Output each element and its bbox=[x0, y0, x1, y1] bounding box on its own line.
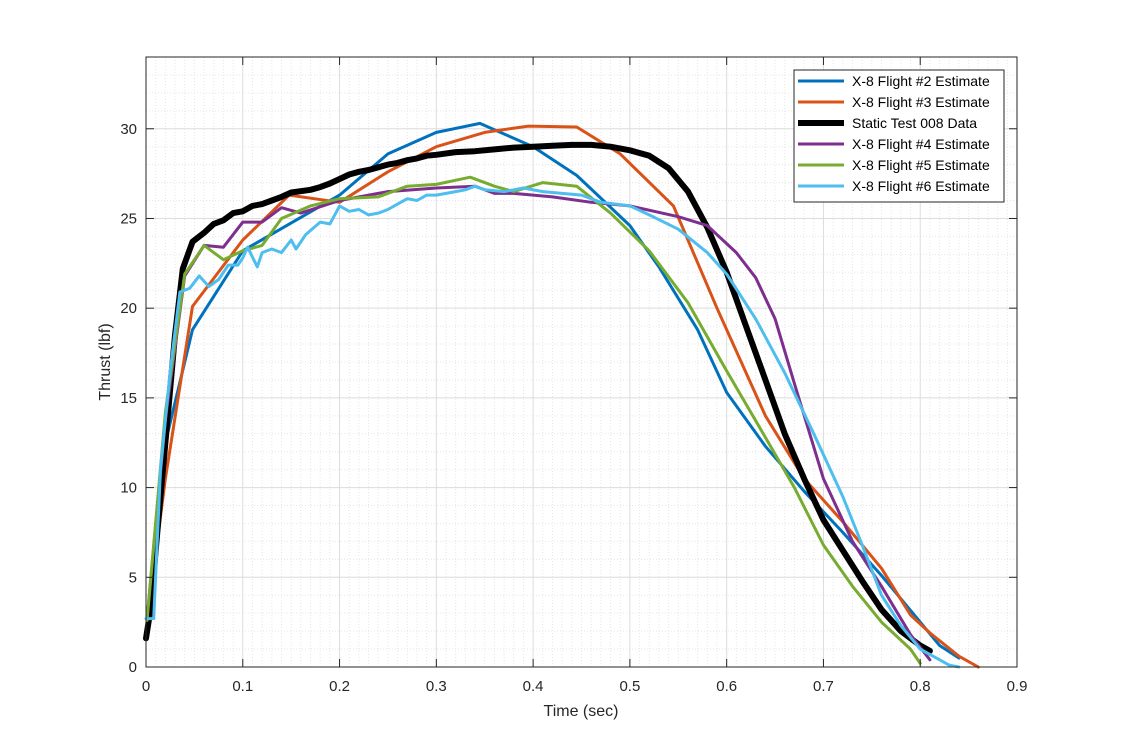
legend-label-4: X-8 Flight #4 Estimate bbox=[852, 136, 990, 152]
x-tick-label: 0.8 bbox=[910, 678, 931, 695]
x-tick-label: 0.6 bbox=[716, 678, 737, 695]
x-tick-label: 0.9 bbox=[1007, 678, 1028, 695]
x-tick-label: 0.7 bbox=[813, 678, 834, 695]
legend[interactable]: X-8 Flight #2 Estimate X-8 Flight #3 Esti… bbox=[793, 69, 1005, 203]
y-tick-label: 15 bbox=[120, 390, 137, 407]
series-line-6 bbox=[144, 184, 961, 669]
series-line-5 bbox=[145, 175, 922, 665]
x-tick-label: 0 bbox=[142, 678, 150, 695]
y-axis-label: Thrust (lbf) bbox=[97, 323, 114, 400]
x-tick-label: 0.2 bbox=[329, 678, 350, 695]
x-tick-label: 0.5 bbox=[619, 678, 640, 695]
series-line-3 bbox=[143, 141, 933, 654]
legend-label-2: X-8 Flight #3 Estimate bbox=[852, 94, 990, 110]
x-tick-label: 0.4 bbox=[523, 678, 544, 695]
tick-labels: 0 0.1 0.2 0.3 0.4 0.5 0.6 0.7 0.8 0.9 0 5 10 15 20 25 30 bbox=[120, 121, 1027, 695]
legend-label-3: Static Test 008 Data bbox=[852, 115, 977, 131]
y-tick-label: 25 bbox=[120, 210, 137, 227]
y-tick-label: 5 bbox=[129, 569, 137, 586]
legend-label-1: X-8 Flight #2 Estimate bbox=[852, 73, 990, 89]
series-layer bbox=[143, 121, 980, 669]
y-tick-label: 20 bbox=[120, 300, 137, 317]
legend-label-5: X-8 Flight #5 Estimate bbox=[852, 157, 990, 173]
x-tick-label: 0.1 bbox=[232, 678, 253, 695]
x-axis-label: Time (sec) bbox=[544, 703, 619, 720]
x-tick-label: 0.3 bbox=[426, 678, 447, 695]
legend-box bbox=[793, 69, 1005, 203]
plot-frame bbox=[145, 56, 1018, 668]
legend-label-6: X-8 Flight #6 Estimate bbox=[852, 178, 990, 194]
y-tick-label: 10 bbox=[120, 480, 137, 497]
tick-marks bbox=[145, 57, 1018, 668]
y-tick-label: 0 bbox=[129, 659, 137, 676]
y-tick-label: 30 bbox=[120, 121, 137, 138]
